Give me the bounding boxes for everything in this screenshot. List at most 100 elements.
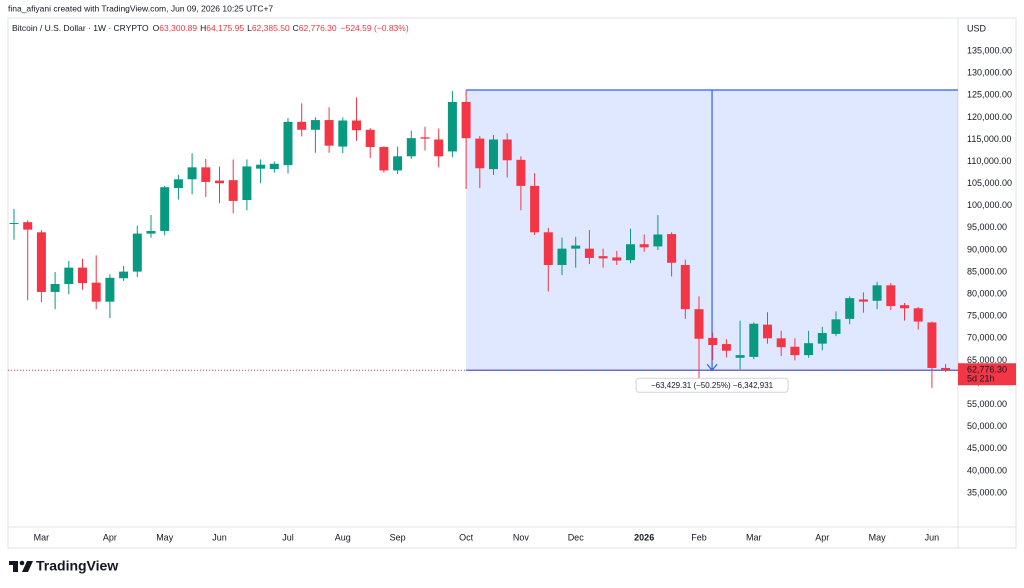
x-tick-label: Dec <box>568 532 585 542</box>
candle-body <box>269 163 279 170</box>
legend-key: C <box>293 23 299 33</box>
candle-body <box>9 223 19 225</box>
candle-body <box>639 244 649 248</box>
legend-value: 62,776.30 <box>299 23 337 33</box>
x-tick-label: Mar <box>34 532 50 542</box>
x-tick-label: Jun <box>212 532 227 542</box>
y-tick-label: 40,000.00 <box>967 465 1007 475</box>
countdown: 5d 21h <box>967 374 995 384</box>
candle-body <box>626 244 635 261</box>
candle-body <box>735 355 745 358</box>
candle-body <box>379 147 389 171</box>
candle-body <box>653 234 663 247</box>
y-tick-label: 55,000.00 <box>967 399 1007 409</box>
candle-body <box>215 180 224 184</box>
candle-body <box>105 277 115 302</box>
legend-change: −524.59 (−0.83%) <box>341 23 409 33</box>
candle-body <box>447 101 457 152</box>
candle-body <box>434 139 444 157</box>
candle-body <box>283 121 293 166</box>
candle-body <box>927 322 937 368</box>
candle-body <box>516 159 526 186</box>
x-tick-label: Mar <box>746 532 762 542</box>
y-tick-label: 50,000.00 <box>967 421 1007 431</box>
candle-body <box>173 179 183 189</box>
candle-body <box>598 256 608 259</box>
x-tick-label: Aug <box>335 532 351 542</box>
candle-body <box>557 248 567 265</box>
legend-key: O <box>153 23 160 33</box>
y-tick-label: 65,000.00 <box>967 355 1007 365</box>
candle-body <box>858 299 868 302</box>
legend-value: 62,385.50 <box>252 23 290 33</box>
credit: fina_afiyani created with TradingView.co… <box>8 3 273 13</box>
legend-key: H <box>200 23 206 33</box>
y-tick-label: 115,000.00 <box>967 134 1011 144</box>
y-tick-label: 45,000.00 <box>967 443 1007 453</box>
candle-body <box>36 232 46 292</box>
candle-body <box>461 101 471 139</box>
last-price-tag <box>958 363 1016 386</box>
candle-body <box>941 367 951 371</box>
candle-body <box>365 129 375 148</box>
candle-body <box>612 257 622 261</box>
candle-body <box>420 137 430 139</box>
candle-body <box>352 120 361 131</box>
candle-body <box>763 324 772 339</box>
brand: TradingView <box>36 558 118 574</box>
candle-body <box>297 121 307 130</box>
y-tick-label: 110,000.00 <box>967 156 1011 166</box>
measure-label-box <box>635 377 789 393</box>
y-tick-label: 75,000.00 <box>967 311 1007 321</box>
y-tick-label: 125,000.00 <box>967 90 1012 100</box>
candle-body <box>721 344 731 351</box>
candle-body <box>543 232 553 265</box>
frame <box>7 17 1017 549</box>
candle-body <box>900 305 909 309</box>
y-tick-label: 35,000.00 <box>967 487 1007 497</box>
candle-body <box>201 167 211 182</box>
candle-body <box>119 271 129 279</box>
x-tick-label: Oct <box>459 532 474 542</box>
logo-dot <box>19 560 25 566</box>
candle-body <box>132 233 142 272</box>
candle-body <box>160 187 170 231</box>
candle-body <box>256 164 266 169</box>
y-tick-label: 80,000.00 <box>967 289 1007 299</box>
candle-body <box>584 248 594 258</box>
candle-body <box>23 222 33 230</box>
x-tick-label: Jul <box>282 532 294 542</box>
candle-body <box>831 319 841 334</box>
x-tick-label: 2026 <box>634 532 654 542</box>
legend-value: 64,175.95 <box>206 23 244 33</box>
candle-body <box>749 323 759 357</box>
candle-body <box>817 333 827 344</box>
candle-body <box>64 267 74 284</box>
candle-body <box>694 309 704 339</box>
candle-body <box>324 120 334 146</box>
logo-icon <box>9 561 33 572</box>
candle-body <box>667 234 677 263</box>
candle-body <box>310 120 320 130</box>
candle-body <box>242 166 252 201</box>
candle-body <box>502 139 512 161</box>
legend-key: L <box>247 23 252 33</box>
candle-body <box>91 282 101 302</box>
y-tick-label: 85,000.00 <box>967 266 1007 276</box>
candle-body <box>406 138 416 157</box>
candle-body <box>228 180 238 201</box>
candle-body <box>913 308 923 322</box>
pane <box>8 89 958 388</box>
y-tick-label: 105,000.00 <box>967 178 1012 188</box>
candle-body <box>776 338 786 348</box>
candle-body <box>78 267 87 284</box>
y-tick-label: 90,000.00 <box>967 244 1007 254</box>
candle-body <box>804 343 814 356</box>
candle-body <box>489 139 498 170</box>
last-price-label: 62,776.30 <box>967 365 1007 375</box>
y-tick-label: 135,000.00 <box>967 46 1012 56</box>
x-tick-label: Feb <box>691 532 707 542</box>
x-tick-label: Nov <box>513 532 530 542</box>
legend: Bitcoin / U.S. Dollar · 1W · CRYPTO O63,3… <box>12 23 409 33</box>
